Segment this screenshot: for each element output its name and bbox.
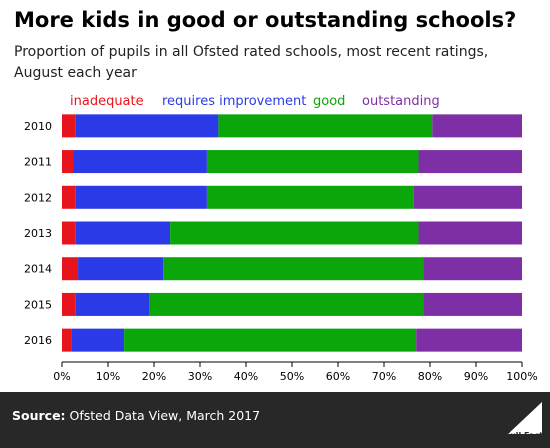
legend-item-requires-improvement: requires improvement [162, 94, 306, 109]
footer-bar: Source: Ofsted Data View, March 2017 Ful… [0, 392, 550, 448]
x-tick-label-9: 90% [464, 370, 488, 383]
x-tick-label-4: 40% [234, 370, 258, 383]
bar-2014-inadequate [62, 257, 79, 281]
bar-2011-inadequate [62, 150, 74, 174]
bar-2015-requires-improvement [75, 292, 150, 316]
chart-subtitle-line-1: Proportion of pupils in all Ofsted rated… [14, 44, 489, 60]
bar-2010-good [218, 114, 433, 138]
bar-2012-inadequate [62, 185, 76, 209]
y-tick-label-2014: 2014 [24, 263, 52, 276]
chart-subtitle-line-2: August each year [14, 65, 137, 81]
bar-2012-good [206, 185, 414, 209]
source-note: Source: Ofsted Data View, March 2017 [12, 408, 260, 423]
source-label: Source: [12, 408, 66, 423]
y-tick-label-2015: 2015 [24, 298, 52, 311]
x-tick-label-2: 20% [142, 370, 166, 383]
bar-2014-requires-improvement [78, 257, 164, 281]
x-tick-label-10: 100% [506, 370, 537, 383]
y-tick-label-2012: 2012 [24, 191, 52, 204]
chart-bars [62, 114, 522, 352]
bar-2010-requires-improvement [75, 114, 219, 138]
logo-triangle [508, 402, 542, 434]
legend-item-inadequate: inadequate [70, 94, 144, 109]
bar-2016-inadequate [62, 328, 72, 352]
stacked-bar-chart: inadequate requires improvement good outsta… [24, 94, 538, 383]
bar-2014-good [163, 257, 424, 281]
bar-2012-outstanding [413, 185, 522, 209]
source-text: Ofsted Data View, March 2017 [65, 408, 261, 423]
bar-2013-outstanding [418, 221, 522, 245]
bar-2013-inadequate [62, 221, 76, 245]
legend-item-outstanding: outstanding [362, 94, 440, 109]
bar-2015-inadequate [62, 292, 76, 316]
bar-2011-requires-improvement [73, 150, 207, 174]
logo-text: Full Fact [505, 431, 543, 440]
x-tick-label-6: 60% [326, 370, 350, 383]
legend-item-good: good [313, 94, 345, 109]
chart-title: More kids in good or outstanding schools… [14, 8, 517, 32]
y-tick-label-2011: 2011 [24, 156, 52, 169]
bar-2014-outstanding [423, 257, 522, 281]
x-axis: 0% 10% 20% 30% 40% 50% 60% 70% 80% 90% 100% [53, 361, 538, 383]
bar-2010-outstanding [432, 114, 522, 138]
y-axis-labels: 2010 2011 2012 2013 2014 2015 2016 [24, 120, 52, 347]
bar-2011-outstanding [418, 150, 522, 174]
x-tick-label-0: 0% [53, 370, 70, 383]
bar-2011-good [206, 150, 419, 174]
bar-2012-requires-improvement [75, 185, 207, 209]
bar-2016-requires-improvement [71, 328, 125, 352]
bar-2016-outstanding [416, 328, 522, 352]
x-tick-label-3: 30% [188, 370, 212, 383]
y-tick-label-2010: 2010 [24, 120, 52, 133]
bar-2015-outstanding [423, 292, 522, 316]
x-tick-label-5: 50% [280, 370, 304, 383]
y-tick-label-2016: 2016 [24, 334, 52, 347]
bar-2013-good [170, 221, 419, 245]
x-tick-label-7: 70% [372, 370, 396, 383]
bar-2016-good [124, 328, 417, 352]
chart-legend: inadequate requires improvement good outsta… [70, 94, 440, 109]
full-fact-logo: Full Fact [505, 402, 543, 440]
x-tick-label-8: 80% [418, 370, 442, 383]
bar-2013-requires-improvement [75, 221, 171, 245]
x-tick-label-1: 10% [96, 370, 120, 383]
bar-2015-good [149, 292, 424, 316]
y-tick-label-2013: 2013 [24, 227, 52, 240]
bar-2010-inadequate [62, 114, 76, 138]
